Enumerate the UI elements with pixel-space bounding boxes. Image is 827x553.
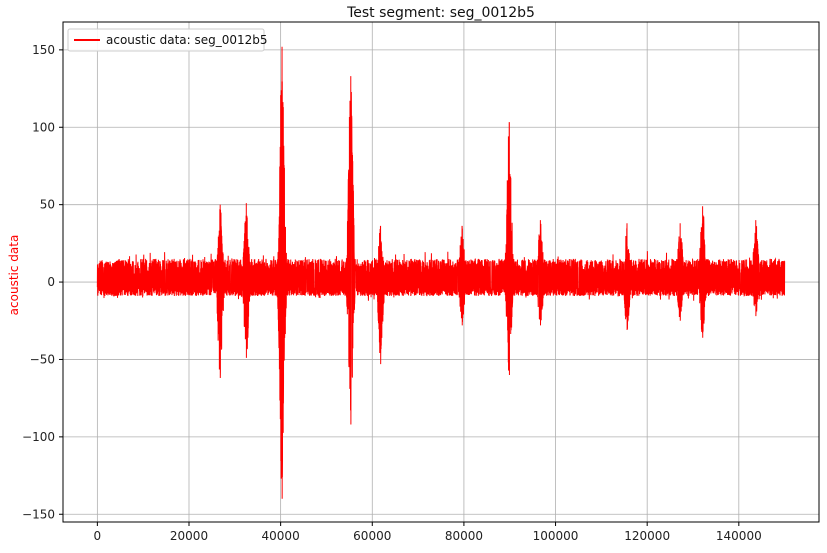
x-tick-label: 120000 xyxy=(624,529,670,543)
legend-box xyxy=(67,28,265,52)
chart-title: Test segment: seg_0012b5 xyxy=(346,5,535,21)
x-tick-label: 0 xyxy=(94,529,102,543)
x-tick-label: 80000 xyxy=(445,529,483,543)
x-tick-label: 40000 xyxy=(262,529,300,543)
y-tick-label: −150 xyxy=(22,507,55,521)
y-tick-label: 150 xyxy=(32,43,55,57)
x-tick-label: 140000 xyxy=(716,529,762,543)
x-tick-label: 100000 xyxy=(533,529,579,543)
legend: acoustic data: seg_0012b5 xyxy=(67,28,268,52)
y-tick-label: −100 xyxy=(22,430,55,444)
acoustic-data-series-line xyxy=(96,46,786,499)
legend-label-acoustic-data: acoustic data: seg_0012b5 xyxy=(106,33,268,47)
y-tick-label: 100 xyxy=(32,120,55,134)
y-tick-label: 0 xyxy=(47,275,55,289)
x-tick-label: 20000 xyxy=(170,529,208,543)
y-tick-label: 50 xyxy=(40,198,55,212)
x-tick-label: 60000 xyxy=(353,529,391,543)
tick-layer: 0 20000 40000 60000 80000 100000 120000 140000 −… xyxy=(22,43,762,543)
y-tick-label: −50 xyxy=(30,352,55,366)
plot-frame xyxy=(62,21,820,523)
y-axis-label: acoustic data xyxy=(7,235,21,316)
data-layer xyxy=(96,46,786,499)
